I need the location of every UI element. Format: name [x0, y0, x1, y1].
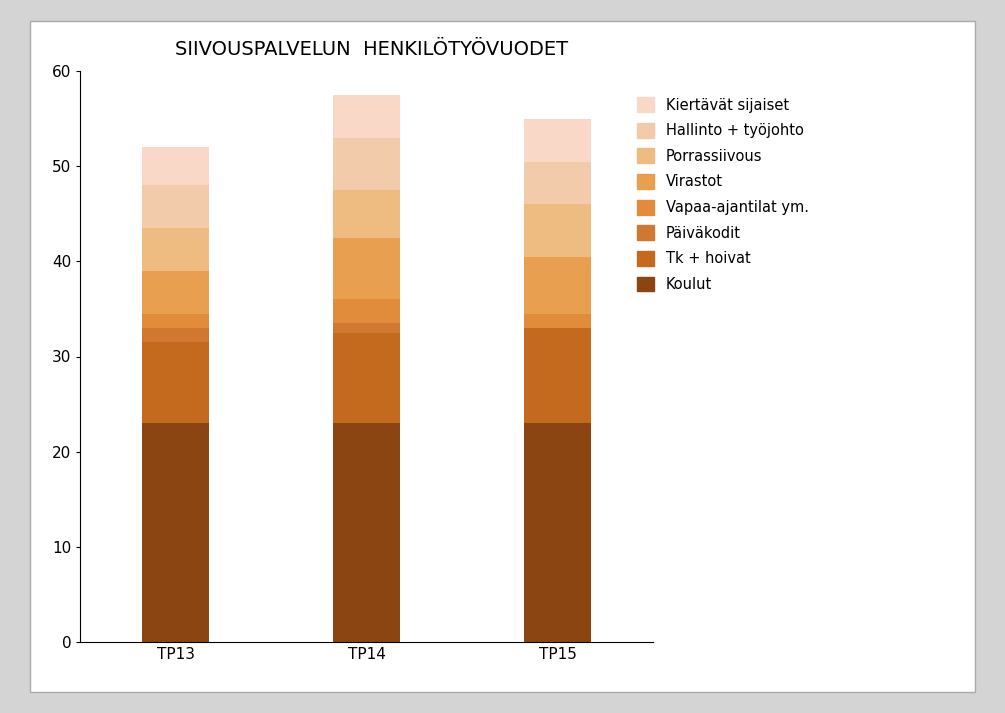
Bar	[525, 205, 591, 257]
Bar	[334, 299, 400, 323]
Bar	[334, 138, 400, 190]
Bar	[525, 257, 591, 314]
Bar	[334, 95, 400, 138]
Bar	[334, 190, 400, 237]
Legend: Kiertävät sijaiset, Hallinto + työjohto, Porrassiivous, Virastot, Vapaa-ajantila: Kiertävät sijaiset, Hallinto + työjohto,…	[629, 90, 816, 299]
Bar	[143, 185, 209, 228]
Bar	[525, 314, 591, 328]
Bar	[334, 323, 400, 333]
Bar	[525, 119, 591, 162]
Bar	[143, 423, 209, 642]
Bar	[143, 342, 209, 423]
Bar	[525, 328, 591, 423]
Bar	[334, 423, 400, 642]
Bar	[334, 333, 400, 423]
Bar	[525, 423, 591, 642]
Bar	[143, 271, 209, 314]
Bar	[143, 328, 209, 342]
Text: SIIVOUSPALVELUN  HENKILÖTYÖVUODET: SIIVOUSPALVELUN HENKILÖTYÖVUODET	[175, 41, 569, 59]
Bar	[143, 314, 209, 328]
Bar	[143, 148, 209, 185]
Bar	[334, 237, 400, 299]
Bar	[525, 162, 591, 205]
Bar	[143, 228, 209, 271]
